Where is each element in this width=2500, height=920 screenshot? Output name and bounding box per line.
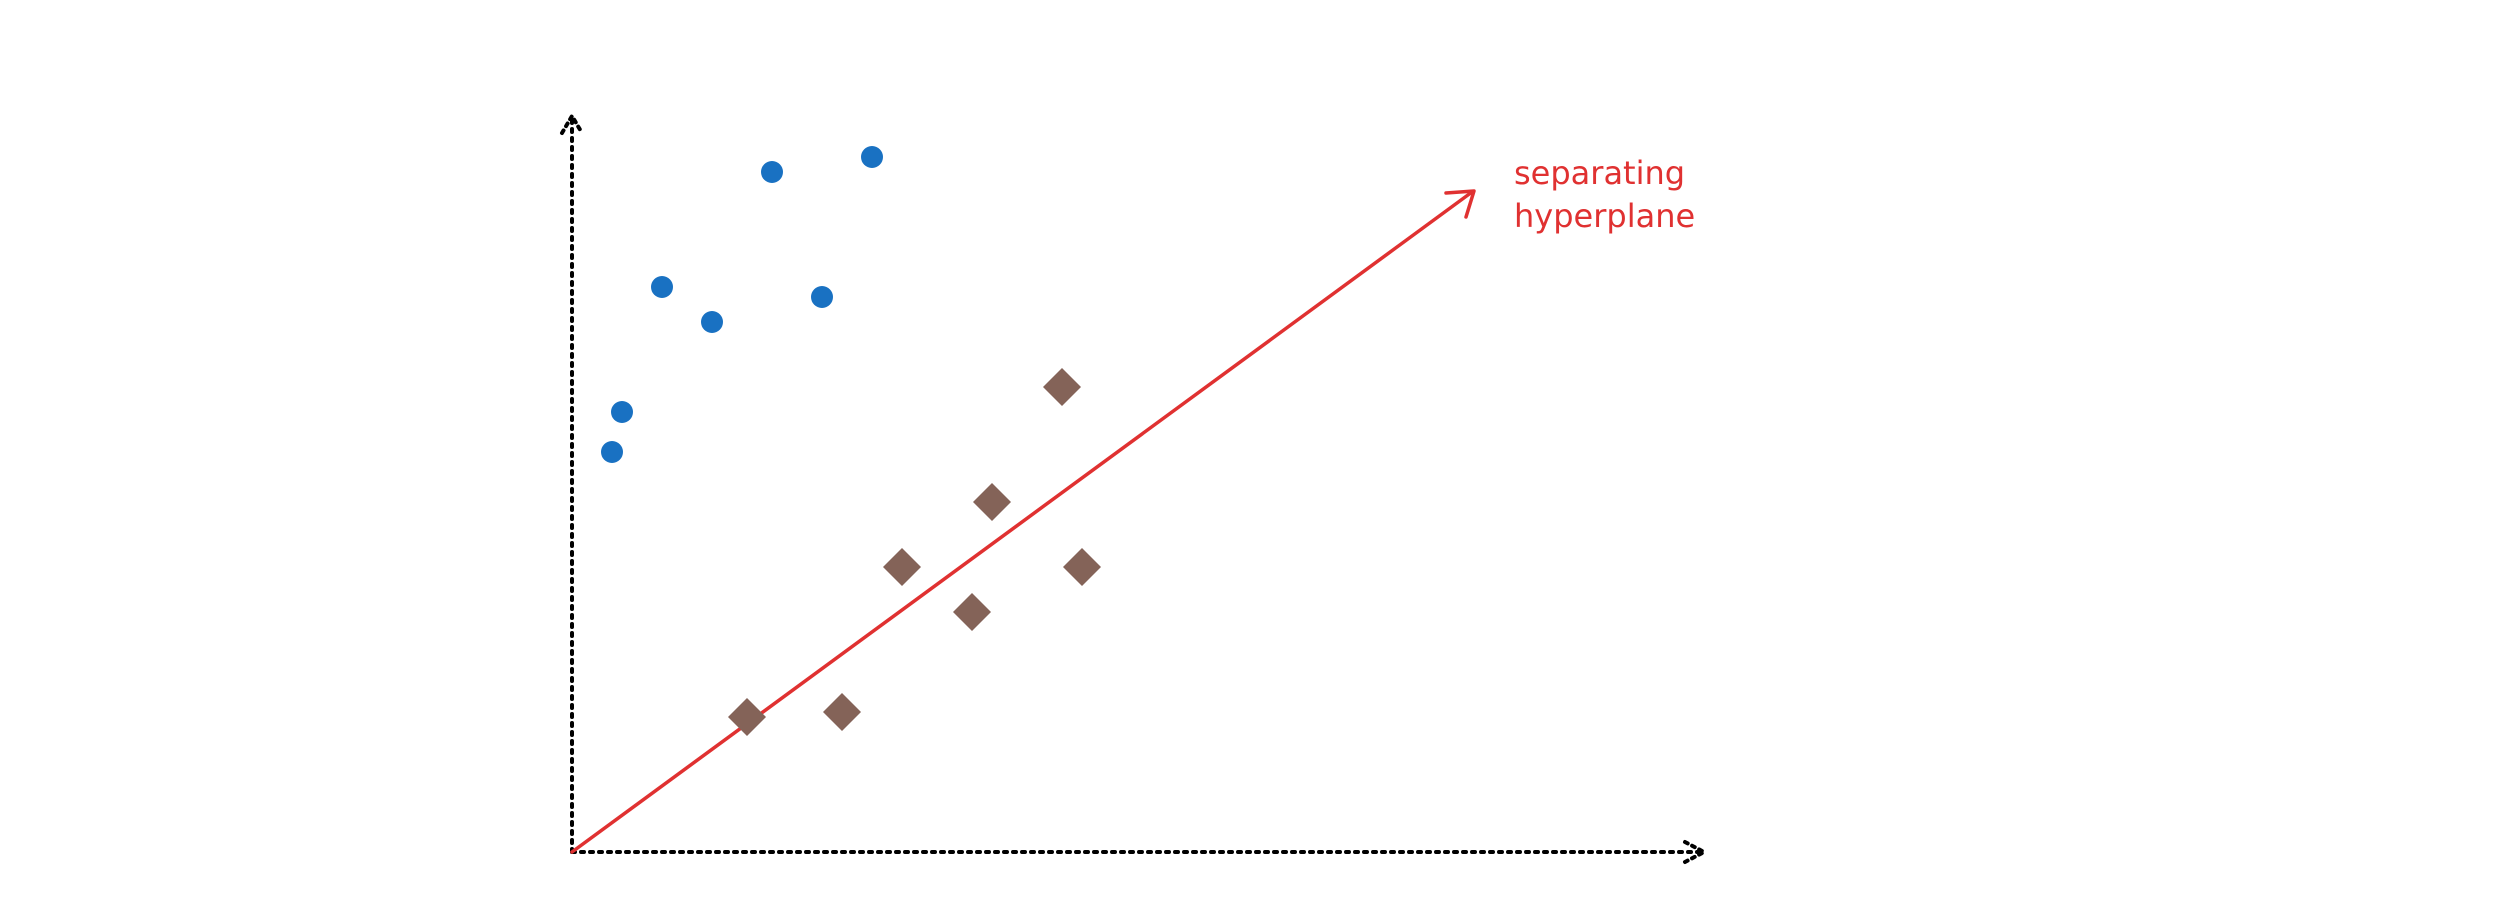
y-axis-arrowhead [560, 112, 584, 135]
circle-point [761, 161, 783, 183]
circle-class-points [601, 146, 883, 463]
circle-point [861, 146, 883, 168]
diamond-point [728, 698, 766, 736]
circle-point [611, 401, 633, 423]
diamond-point [883, 548, 921, 586]
diamond-point [823, 693, 861, 731]
hyperplane-line [570, 190, 1474, 854]
diamond-point [1063, 548, 1101, 586]
annotation-line-1: separating [1514, 154, 1685, 192]
circle-point [701, 311, 723, 333]
circle-point [651, 276, 673, 298]
diamond-point [953, 593, 991, 631]
diamond-class-points [728, 368, 1101, 736]
circle-point [601, 441, 623, 463]
diamond-point [1043, 368, 1081, 406]
x-axis-arrowhead [1683, 840, 1709, 864]
circle-point [811, 286, 833, 308]
annotation-line-2: hyperplane [1514, 197, 1695, 235]
hyperplane-arrowhead [1444, 189, 1476, 219]
diamond-point [973, 483, 1011, 521]
